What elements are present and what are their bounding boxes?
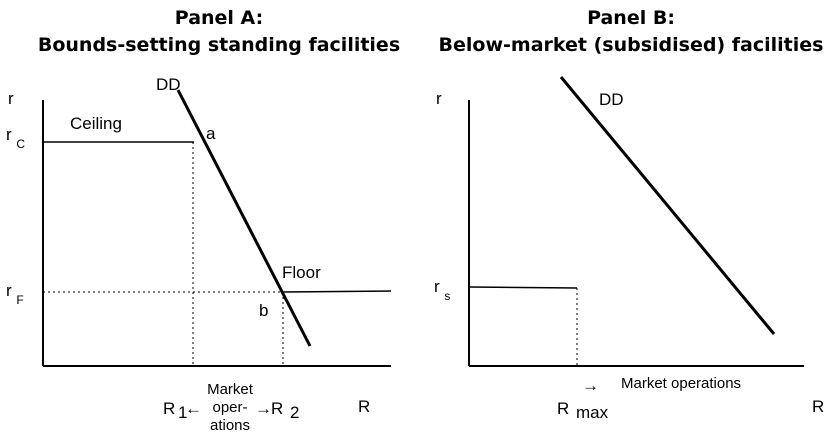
panel-a-left-arrow: ←	[185, 399, 202, 418]
panel-b-demand-label: DD	[599, 90, 624, 109]
panel-b-demand-curve	[559, 76, 776, 335]
panel-a-r1-label: R 1	[163, 399, 187, 422]
panel-b-x-axis-label: R	[812, 397, 824, 416]
panel-b-title-line1: Panel B:	[587, 7, 675, 29]
panel-a-x-axis-label: R	[358, 397, 370, 416]
panel-b-y-axis-label: r	[436, 89, 442, 108]
panel-a-y-axis-label: r	[8, 89, 14, 108]
panel-b-right-arrow: →	[582, 376, 599, 395]
panel-a-title-line2: Bounds-setting standing facilities	[38, 34, 400, 56]
panel-b-subsidised-rate-label: r s	[434, 277, 450, 303]
panel-a-point-a: a	[206, 124, 216, 143]
panel-b: Panel B: Below-market (subsidised) facil…	[434, 7, 824, 422]
panel-a-floor-rate-label: r F	[6, 281, 24, 307]
panel-a-market-ops-line3: ations	[210, 417, 250, 434]
panel-a-right-arrow: →	[255, 399, 272, 418]
panel-a-floor-label: Floor	[282, 263, 321, 282]
panel-b-market-ops: Market operations	[621, 375, 741, 392]
panel-a-market-ops-line2: oper-	[212, 399, 247, 416]
panel-a-demand-label: DD	[156, 75, 181, 94]
panel-b-subsidised-line	[468, 286, 578, 289]
panel-b-rmax-label: R max	[557, 399, 609, 422]
panel-a-title-line1: Panel A:	[175, 7, 263, 29]
panel-a: Panel A: Bounds-setting standing facilit…	[6, 7, 400, 434]
panel-a-r2-label: R 2	[271, 399, 299, 422]
panel-a-point-b: b	[259, 301, 268, 320]
panel-a-ceiling-label: Ceiling	[70, 114, 122, 133]
panel-a-floor-line	[282, 290, 392, 293]
panel-a-ceiling-rate-label: r C	[6, 125, 25, 151]
panel-a-demand-curve	[176, 89, 312, 347]
panel-a-market-ops-line1: Market	[207, 381, 254, 398]
panel-b-title-line2: Below-market (subsidised) facilities	[439, 34, 824, 56]
